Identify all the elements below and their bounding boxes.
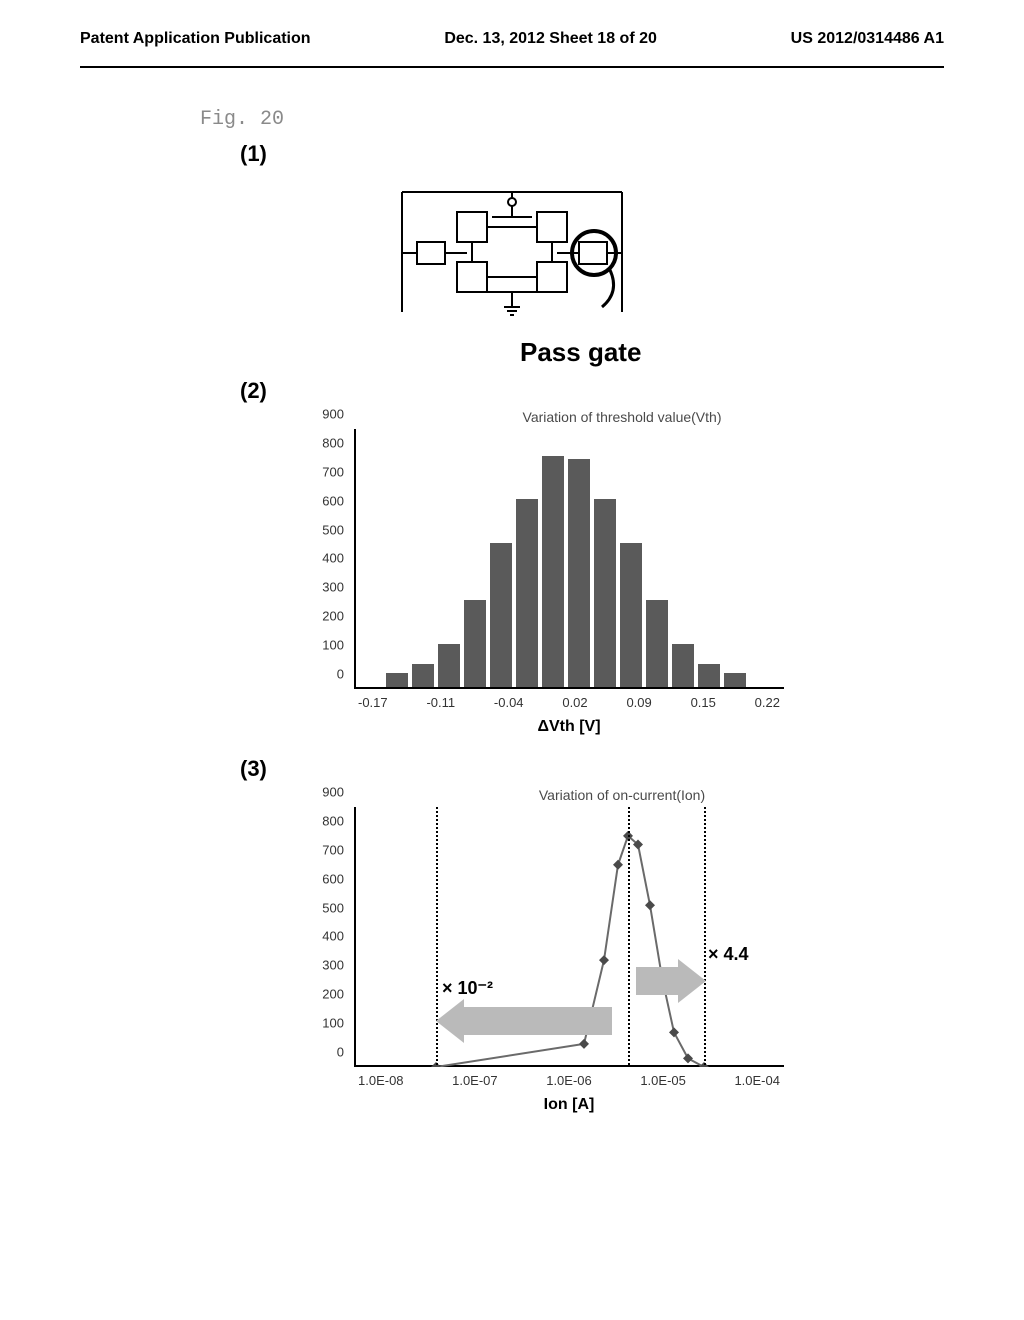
section-2-label: (2) — [240, 378, 944, 404]
content: Fig. 20 (1) — [0, 68, 1024, 1174]
passgate-label: Pass gate — [520, 337, 944, 368]
bar — [698, 664, 720, 687]
x-label: 1.0E-06 — [546, 1073, 592, 1088]
bar — [412, 664, 434, 687]
chart-2-yaxis: 0100200300400500600700800900 — [300, 429, 350, 689]
y-tick: 300 — [322, 958, 344, 973]
y-tick: 500 — [322, 522, 344, 537]
y-tick: 200 — [322, 609, 344, 624]
circuit-diagram — [80, 172, 944, 337]
chart-3-wrap: Variation of on-current(Ion) 0 100 200 300 4… — [300, 787, 944, 1114]
x-label: 0.22 — [755, 695, 780, 710]
bar — [542, 456, 564, 687]
chart-3-xlabels: 1.0E-08 1.0E-07 1.0E-06 1.0E-05 1.0E-04 — [354, 1073, 784, 1088]
arrow-right — [636, 967, 680, 995]
annotation-right: × 4.4 — [708, 944, 749, 965]
chart-3-title: Variation of on-current(Ion) — [300, 787, 944, 803]
bar — [568, 459, 590, 687]
section-1-label: (1) — [240, 141, 944, 167]
guide-line — [704, 807, 706, 1065]
guide-line — [628, 807, 630, 1065]
bar — [646, 600, 668, 687]
chart-2-wrap: Variation of threshold value(Vth) 0 100 20… — [300, 409, 944, 736]
chart-2-plot — [354, 429, 784, 689]
y-tick: 800 — [322, 813, 344, 828]
header-left: Patent Application Publication — [80, 30, 311, 48]
chart-2-xlabels: -0.17 -0.11 -0.04 0.02 0.09 0.15 0.22 — [354, 695, 784, 710]
x-label: 1.0E-08 — [358, 1073, 404, 1088]
header-center: Dec. 13, 2012 Sheet 18 of 20 — [444, 30, 657, 48]
chart-2-xtitle: ΔVth [V] — [354, 718, 784, 736]
arrow-left — [462, 1007, 612, 1035]
y-tick: 400 — [322, 551, 344, 566]
y-tick: 500 — [322, 900, 344, 915]
y-tick: 900 — [322, 407, 344, 422]
header-right: US 2012/0314486 A1 — [791, 30, 944, 48]
bar — [516, 499, 538, 687]
x-label: 0.09 — [626, 695, 651, 710]
bar — [386, 673, 408, 687]
y-tick: 400 — [322, 929, 344, 944]
section-3-label: (3) — [240, 756, 944, 782]
y-tick: 200 — [322, 987, 344, 1002]
x-label: 0.15 — [691, 695, 716, 710]
bar — [594, 499, 616, 687]
bar — [490, 543, 512, 687]
figure-label: Fig. 20 — [200, 108, 944, 131]
x-label: -0.17 — [358, 695, 388, 710]
chart-3-xtitle: Ion [A] — [354, 1096, 784, 1114]
y-tick: 700 — [322, 464, 344, 479]
bar — [464, 600, 486, 687]
x-label: 1.0E-07 — [452, 1073, 498, 1088]
chart-3-yaxis: 0100200300400500600700800900 — [300, 807, 350, 1067]
x-label: -0.11 — [426, 695, 455, 710]
chart-2-title: Variation of threshold value(Vth) — [300, 409, 944, 425]
y-tick: 100 — [322, 1016, 344, 1031]
y-tick: 100 — [322, 638, 344, 653]
sram-circuit-svg — [362, 172, 662, 332]
chart-3-plot: × 10⁻² × 4.4 — [354, 807, 784, 1067]
y-tick: 300 — [322, 580, 344, 595]
y-tick: 0 — [337, 1045, 344, 1060]
chart-3-container: 0100200300400500600700800900 × 10⁻²× 4.4 — [300, 807, 944, 1067]
bar — [724, 673, 746, 687]
chart-2-container: 0100200300400500600700800900 — [300, 429, 944, 689]
x-label: 0.02 — [562, 695, 587, 710]
annotation-left: × 10⁻² — [442, 978, 493, 999]
x-label: 1.0E-05 — [640, 1073, 686, 1088]
bar — [438, 644, 460, 687]
x-label: 1.0E-04 — [734, 1073, 780, 1088]
x-label: -0.04 — [494, 695, 524, 710]
y-tick: 600 — [322, 871, 344, 886]
bar — [672, 644, 694, 687]
y-tick: 600 — [322, 493, 344, 508]
y-tick: 0 — [337, 667, 344, 682]
y-tick: 700 — [322, 842, 344, 857]
page-header: Patent Application Publication Dec. 13, … — [0, 0, 1024, 58]
bar — [620, 543, 642, 687]
y-tick: 900 — [322, 785, 344, 800]
y-tick: 800 — [322, 435, 344, 450]
